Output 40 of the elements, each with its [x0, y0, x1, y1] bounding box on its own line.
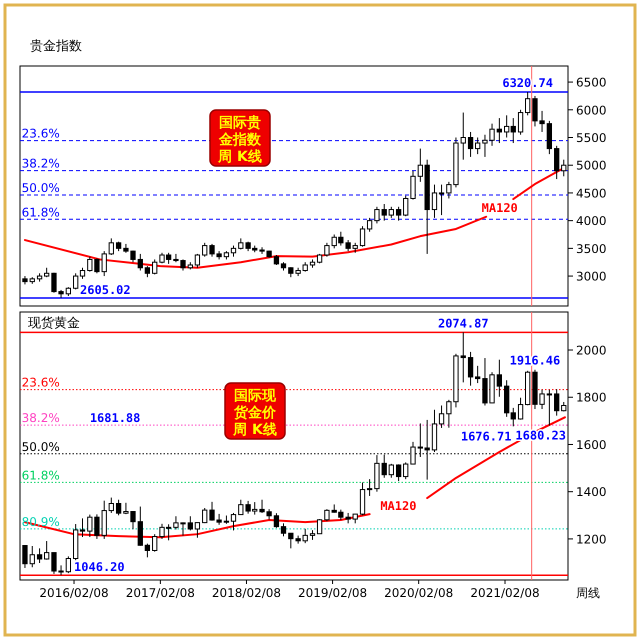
- chart-title: 贵金指数: [30, 39, 82, 54]
- y-tick-label: 2000: [576, 344, 607, 358]
- annotation: 1681.88: [90, 411, 140, 426]
- y-tick-label: 4000: [576, 214, 607, 228]
- y-tick-label: 3000: [576, 270, 607, 284]
- x-tick-label: 2020/02/08: [384, 586, 454, 600]
- annotation: MA120: [482, 200, 518, 215]
- annotation: 1676.71: [460, 429, 512, 444]
- annotation: 61.8%: [22, 468, 60, 482]
- annotation: 80.9%: [22, 514, 60, 529]
- annotation: 38.2%: [22, 411, 60, 426]
- annotation: 61.8%: [22, 205, 60, 220]
- annotation: 2605.02: [80, 282, 131, 297]
- y-tick-label: 6500: [576, 76, 607, 90]
- y-tick-label: 6000: [576, 103, 607, 118]
- y-tick-label: 1600: [576, 438, 607, 452]
- x-axis-title: 周线: [576, 586, 600, 600]
- annotation: 23.6%: [22, 126, 60, 141]
- annotation: 1046.20: [74, 560, 125, 574]
- annotation: 国际贵金指数周 K线: [217, 115, 262, 165]
- annotation: 23.6%: [22, 376, 60, 390]
- y-tick-label: 5500: [576, 131, 607, 145]
- y-tick-label: 5000: [576, 158, 607, 173]
- y-tick-label: 3500: [576, 242, 607, 256]
- annotation: 国际现货金价周 K线: [232, 388, 277, 438]
- annotation: 50.0%: [22, 180, 60, 195]
- chart-title: 现货黄金: [28, 316, 80, 331]
- annotation: MA120: [380, 499, 416, 514]
- x-tick-label: 2019/02/08: [298, 586, 368, 600]
- x-tick-label: 2016/02/08: [39, 586, 109, 600]
- annotation: 50.0%: [22, 440, 60, 454]
- y-tick-label: 4500: [576, 186, 607, 200]
- x-tick-label: 2018/02/08: [212, 586, 282, 600]
- y-tick-label: 1200: [576, 532, 607, 546]
- x-tick-label: 2021/02/08: [470, 586, 540, 600]
- annotation: 2074.87: [438, 316, 489, 330]
- annotation: 38.2%: [22, 156, 60, 171]
- y-tick-label: 1800: [576, 390, 607, 405]
- y-tick-label: 1400: [576, 485, 607, 500]
- x-tick-label: 2017/02/08: [126, 586, 195, 600]
